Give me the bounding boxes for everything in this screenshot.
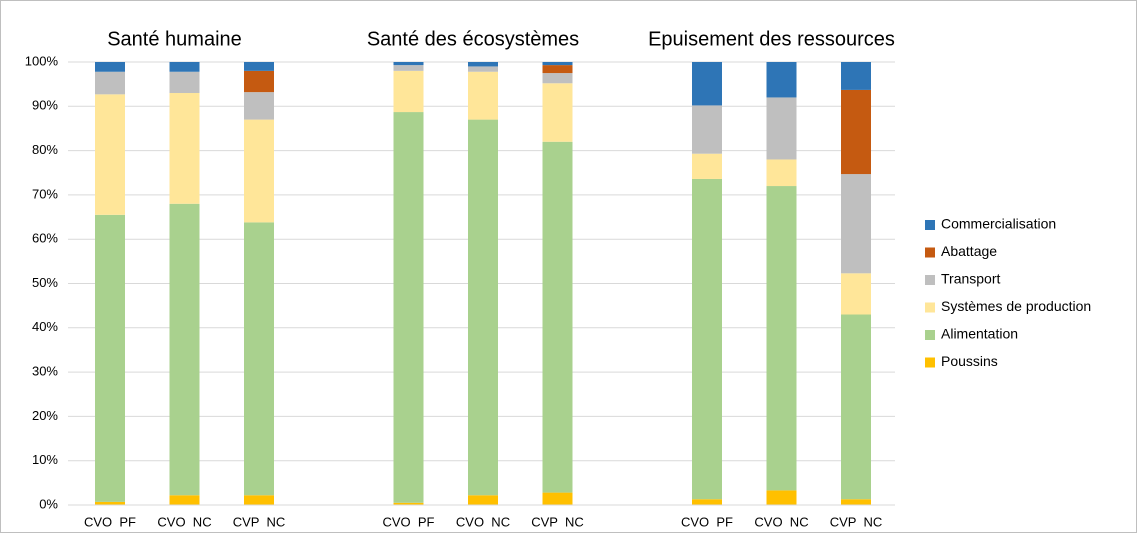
bar-segment bbox=[841, 273, 871, 315]
y-tick-label: 20% bbox=[32, 408, 58, 423]
y-tick-label: 100% bbox=[25, 53, 59, 68]
y-tick-label: 60% bbox=[32, 231, 58, 246]
bar-segment bbox=[841, 314, 871, 500]
bar-segment bbox=[244, 62, 274, 71]
bar-segment bbox=[393, 502, 424, 505]
bar-segment bbox=[766, 97, 797, 160]
group-title: Epuisement des ressources bbox=[648, 28, 895, 50]
bar-segment bbox=[169, 62, 200, 72]
bar-segment bbox=[169, 495, 200, 505]
x-tick-label: CVO PF bbox=[681, 514, 733, 529]
legend-swatch bbox=[925, 220, 935, 230]
bar-segment bbox=[542, 62, 573, 66]
bar-segment bbox=[393, 62, 424, 66]
bar-segment bbox=[244, 119, 274, 223]
y-tick-label: 40% bbox=[32, 319, 58, 334]
group-title: Santé humaine bbox=[107, 28, 242, 50]
bar-segment bbox=[468, 119, 498, 496]
y-tick-label: 30% bbox=[32, 364, 58, 379]
bar-segment bbox=[169, 93, 200, 204]
x-tick-label: CVP NC bbox=[830, 514, 883, 529]
legend-label: Abattage bbox=[941, 243, 997, 259]
y-tick-label: 90% bbox=[32, 98, 58, 113]
bar-segment bbox=[169, 71, 200, 94]
bar-segment bbox=[692, 62, 722, 106]
bar-segment bbox=[244, 70, 274, 93]
group-title: Santé des écosystèmes bbox=[367, 28, 579, 50]
legend-swatch bbox=[925, 247, 935, 258]
bar-segment bbox=[468, 66, 498, 72]
bar-segment bbox=[692, 153, 722, 179]
legend-label: Systèmes de production bbox=[941, 298, 1091, 314]
bar-segment bbox=[542, 73, 573, 84]
legend-swatch bbox=[925, 330, 935, 340]
bar-segment bbox=[766, 159, 797, 187]
bar-segment bbox=[766, 490, 797, 505]
bar-segment bbox=[393, 65, 424, 71]
y-tick-label: 10% bbox=[32, 452, 58, 467]
bar-segment bbox=[841, 62, 871, 90]
bar-segment bbox=[841, 499, 871, 505]
bar-segment bbox=[542, 65, 573, 74]
x-tick-label: CVO NC bbox=[456, 514, 510, 529]
x-tick-label: CVO NC bbox=[754, 514, 808, 529]
bar-segment bbox=[766, 62, 797, 98]
bar-segment bbox=[95, 71, 125, 95]
bar-segment bbox=[468, 495, 498, 505]
legend-swatch bbox=[925, 302, 935, 313]
bar-segment bbox=[244, 222, 274, 496]
bar-segment bbox=[542, 492, 573, 505]
legend-label: Alimentation bbox=[941, 326, 1018, 342]
bar-segment bbox=[468, 71, 498, 120]
bar-segment bbox=[95, 214, 125, 502]
legend-label: Commercialisation bbox=[941, 216, 1056, 232]
bar-segment bbox=[542, 141, 573, 493]
legend-label: Poussins bbox=[941, 353, 998, 369]
legend-label: Transport bbox=[941, 271, 1001, 287]
y-tick-label: 0% bbox=[39, 496, 58, 511]
x-tick-label: CVO NC bbox=[157, 514, 211, 529]
bar-segment bbox=[95, 501, 125, 505]
bar-segment bbox=[692, 499, 722, 505]
x-tick-label: CVP NC bbox=[531, 514, 584, 529]
y-tick-label: 80% bbox=[32, 142, 58, 157]
x-tick-label: CVP NC bbox=[233, 514, 286, 529]
bar-segment bbox=[244, 92, 274, 120]
bar-segment bbox=[393, 70, 424, 113]
bar-segment bbox=[841, 89, 871, 175]
bar-segment bbox=[393, 112, 424, 503]
bar-segment bbox=[169, 203, 200, 496]
bar-segment bbox=[542, 83, 573, 142]
bar-segment bbox=[95, 62, 125, 72]
bar-segment bbox=[244, 495, 274, 505]
x-tick-label: CVO PF bbox=[84, 514, 136, 529]
bar-segment bbox=[95, 94, 125, 215]
x-tick-label: CVO PF bbox=[382, 514, 434, 529]
bar-segment bbox=[841, 174, 871, 274]
y-tick-label: 70% bbox=[32, 186, 58, 201]
legend-swatch bbox=[925, 275, 935, 285]
bar-segment bbox=[692, 178, 722, 500]
bar-segment bbox=[692, 105, 722, 154]
legend-swatch bbox=[925, 357, 935, 368]
bar-segment bbox=[468, 62, 498, 67]
bar-segment bbox=[766, 186, 797, 491]
y-tick-label: 50% bbox=[32, 275, 58, 290]
